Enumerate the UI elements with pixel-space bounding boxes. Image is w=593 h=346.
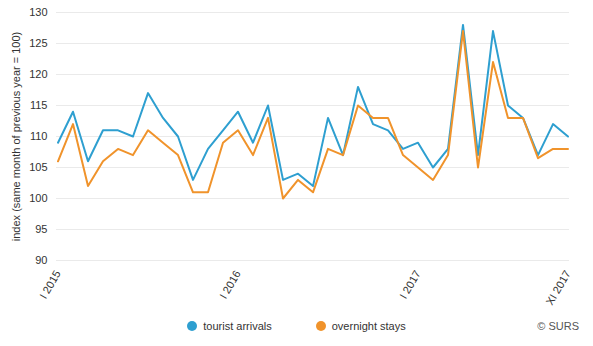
html-text:overnight stays: overnight stays — [331, 320, 406, 332]
svg-text:90: 90 — [35, 254, 47, 266]
svg-text:I 2015: I 2015 — [37, 268, 63, 300]
svg-text:100: 100 — [29, 192, 47, 204]
svg-text:I 2017: I 2017 — [397, 268, 423, 300]
svg-text:95: 95 — [35, 223, 47, 235]
svg-text:110: 110 — [30, 130, 48, 142]
html-text:tourist arrivals: tourist arrivals — [203, 320, 272, 332]
svg-text:115: 115 — [30, 99, 48, 111]
svg-text:XI 2017: XI 2017 — [543, 268, 572, 306]
svg-text:125: 125 — [29, 37, 47, 49]
svg-text:105: 105 — [29, 161, 47, 173]
svg-text:index (same month of previous: index (same month of previous year = 100… — [10, 32, 22, 241]
svg-text:I 2016: I 2016 — [217, 268, 243, 300]
svg-text:120: 120 — [29, 68, 47, 80]
html-text:© SURS: © SURS — [537, 320, 579, 332]
svg-text:130: 130 — [29, 6, 47, 18]
